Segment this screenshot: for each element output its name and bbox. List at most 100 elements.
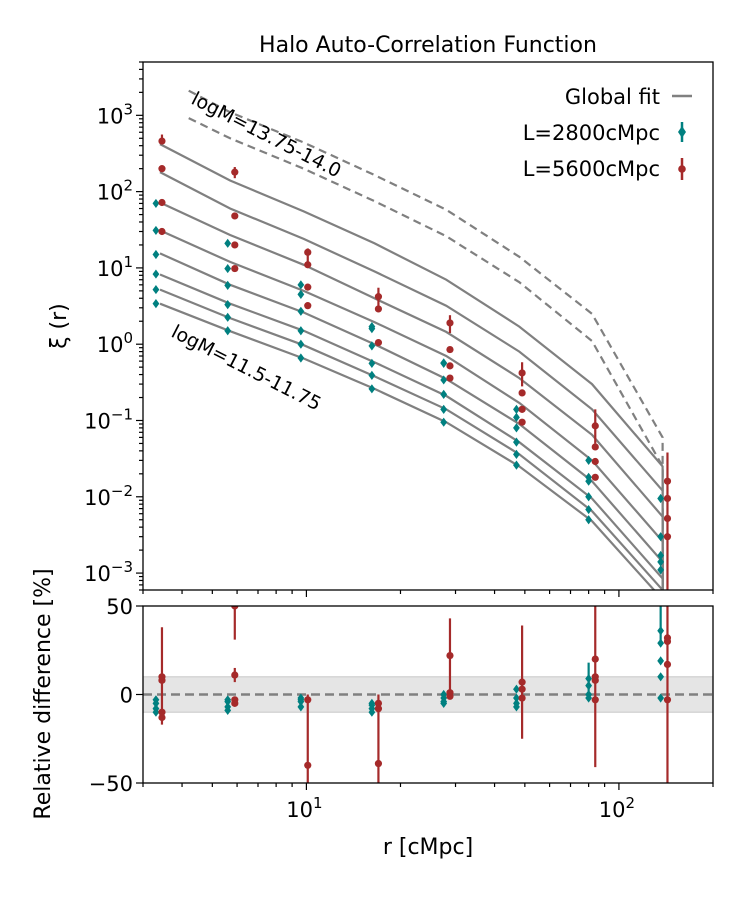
point-top-l5600 — [158, 137, 166, 145]
point-top-l2800 — [657, 557, 665, 567]
point-bottom-l5600 — [591, 655, 599, 663]
x-tick-label: 101 — [286, 794, 322, 822]
point-top-l2800 — [152, 269, 160, 279]
point-bottom-l2800 — [585, 673, 593, 684]
point-bottom-l5600 — [158, 713, 166, 722]
point-top-l2800 — [368, 322, 376, 332]
point-bottom-l2800 — [513, 702, 520, 712]
point-top-l2800 — [585, 515, 593, 525]
point-top-l2800 — [440, 358, 448, 368]
y-tick-label-top: 10−2 — [84, 482, 133, 510]
point-top-l2800 — [657, 493, 665, 504]
point-top-l2800 — [224, 280, 232, 290]
point-bottom-l2800 — [368, 700, 376, 710]
y-tick-label-top: 103 — [97, 100, 133, 128]
point-top-l2800 — [585, 504, 593, 515]
point-bottom-l2800 — [152, 707, 160, 717]
top-plot-frame — [142, 61, 714, 591]
y-tick-label-top: 10−3 — [84, 558, 133, 586]
point-top-l5600 — [446, 319, 454, 327]
point-top-l5600 — [446, 374, 454, 382]
point-bottom-l5600 — [518, 694, 526, 702]
y-tick-label-top: 102 — [97, 177, 133, 205]
point-bottom-l5600 — [374, 699, 383, 707]
point-bottom-l2800 — [657, 693, 665, 703]
point-top-l2800 — [152, 249, 160, 260]
point-bottom-l5600 — [518, 685, 526, 693]
point-top-l2800 — [297, 326, 305, 336]
legend-label-l2800: L=2800cMpc — [523, 121, 660, 145]
point-top-l5600 — [374, 305, 383, 313]
global-fit-line-bin-5 — [159, 229, 664, 590]
point-top-l2800 — [657, 565, 665, 575]
point-top-l2800 — [513, 449, 520, 459]
point-top-l5600 — [591, 457, 599, 466]
point-top-l2800 — [513, 412, 520, 422]
chart-title: Halo Auto-Correlation Function — [259, 33, 597, 58]
point-bottom-l2800 — [152, 695, 160, 705]
point-top-l5600 — [663, 477, 672, 485]
point-top-l5600 — [304, 302, 312, 310]
x-axis-label: r [cMpc] — [383, 835, 473, 860]
point-top-l5600 — [304, 261, 312, 269]
global-fit-line-bin-9 — [188, 117, 664, 590]
legend-swatch-l2800-marker — [678, 126, 686, 138]
point-top-l2800 — [224, 300, 232, 310]
point-top-l2800 — [657, 550, 665, 561]
point-bottom-l2800 — [440, 698, 448, 708]
y-tick-label-bottom: 0 — [120, 684, 133, 708]
point-top-l2800 — [368, 341, 376, 351]
point-top-l5600 — [231, 212, 239, 220]
point-top-l2800 — [297, 280, 305, 290]
y-tick-label-top: 100 — [97, 329, 133, 357]
point-top-l5600 — [591, 443, 599, 451]
global-fit-line-logM-11.5-11.75 — [159, 302, 656, 590]
global-fit-line-bin-8 — [159, 143, 664, 590]
point-top-l2800 — [513, 423, 520, 433]
point-bottom-l2800 — [368, 707, 376, 717]
point-top-l2800 — [368, 358, 376, 369]
bottom-axis-ticks: 101 102 50 0 −50 — [89, 595, 714, 822]
y-tick-label-bottom: −50 — [89, 772, 133, 796]
point-top-l2800 — [585, 455, 593, 465]
legend: Global fit L=2800cMpc L=5600cMpc — [523, 85, 692, 181]
point-top-l5600 — [518, 405, 526, 413]
point-top-l2800 — [224, 326, 232, 336]
bottom-plot-frame — [142, 605, 714, 784]
point-bottom-l5600 — [446, 692, 454, 700]
point-top-l2800 — [152, 299, 160, 309]
point-top-l2800 — [297, 353, 305, 363]
point-bottom-l5600 — [591, 696, 599, 704]
point-bottom-l5600 — [518, 678, 526, 686]
point-top-l5600 — [374, 338, 383, 347]
point-top-l2800 — [152, 198, 160, 209]
point-top-l5600 — [591, 473, 599, 481]
legend-label-global-fit: Global fit — [565, 85, 660, 109]
point-top-l2800 — [585, 472, 593, 482]
point-top-l5600 — [663, 533, 672, 541]
point-top-l5600 — [158, 227, 166, 236]
point-bottom-l2800 — [657, 672, 665, 682]
point-bottom-l2800 — [297, 702, 305, 712]
point-bottom-l2800 — [224, 705, 232, 716]
point-top-l2800 — [152, 284, 160, 295]
point-bottom-l2800 — [297, 695, 305, 705]
y-tick-label-top: 101 — [97, 253, 133, 281]
top-data-points — [152, 134, 672, 590]
point-bottom-l2800 — [513, 684, 520, 694]
point-bottom-l5600 — [304, 761, 312, 769]
point-top-l5600 — [663, 514, 672, 523]
y-tick-label-top: 10−1 — [84, 405, 133, 433]
point-bottom-l2800 — [657, 626, 665, 636]
point-bottom-l5600 — [591, 676, 599, 684]
point-top-l2800 — [440, 404, 448, 414]
point-bottom-l2800 — [585, 693, 593, 703]
global-fit-line-bin-7 — [159, 171, 664, 590]
point-top-l5600 — [158, 198, 166, 207]
legend-label-l5600: L=5600cMpc — [523, 157, 660, 181]
point-bottom-l5600 — [158, 676, 166, 684]
point-bottom-l5600 — [374, 759, 383, 768]
point-top-l2800 — [224, 238, 232, 248]
